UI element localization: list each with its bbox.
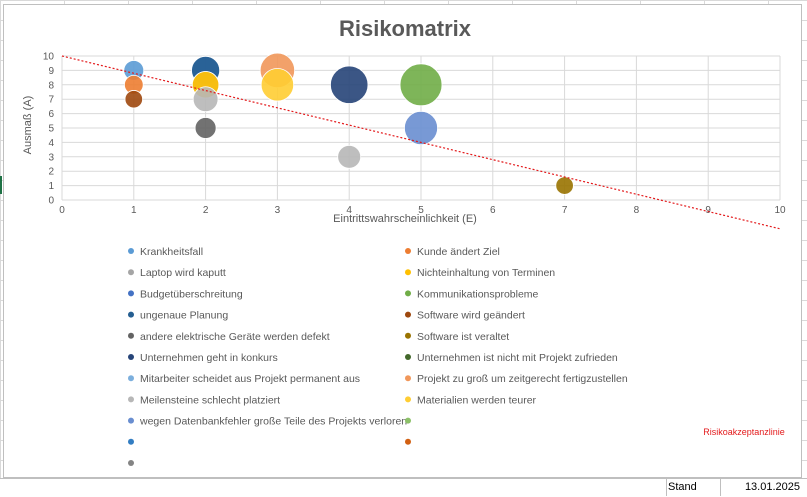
legend-marker [128, 417, 134, 424]
legend-marker [405, 396, 411, 403]
axis-ticks: 0 1 2 3 4 5 6 7 8 9 10 0 1 2 3 4 5 6 7 8 9 10 [43, 52, 786, 217]
legend-marker [405, 290, 411, 297]
legend-entry: Mitarbeiter scheidet aus Projekt permane… [140, 373, 360, 385]
bubble-layer [123, 52, 574, 195]
legend-entry: Budgetüberschreitung [140, 288, 243, 300]
y-tick-label: 3 [48, 152, 54, 163]
bubble-point [399, 63, 443, 107]
y-tick-label: 7 [48, 95, 54, 106]
legend-marker [405, 332, 411, 339]
legend-marker [128, 332, 134, 339]
legend-entry: Software wird geändert [417, 310, 525, 322]
legend-marker [128, 438, 134, 445]
stand-date: 13.01.2025 [744, 481, 800, 493]
cell-divider [666, 478, 667, 496]
y-tick-label: 4 [48, 138, 54, 149]
legend-entry: Software ist veraltet [417, 331, 509, 343]
chart-title: Risikomatrix [339, 16, 472, 41]
legend-entry: Krankheitsfall [140, 246, 203, 258]
reference-line-label: Risikoakzeptanzlinie [703, 427, 785, 437]
legend-marker [128, 269, 134, 276]
status-row [0, 478, 807, 497]
bubble-point [330, 65, 369, 104]
legend-entry: Kommunikationsprobleme [417, 288, 539, 300]
legend-marker [405, 311, 411, 318]
x-tick-label: 5 [418, 205, 424, 216]
legend-entry: Kunde ändert Ziel [417, 246, 500, 258]
reference-line-layer [61, 55, 781, 230]
row-selection-marker [0, 176, 2, 194]
x-tick-label: 8 [634, 205, 640, 216]
legend-entry: Meilensteine schlecht platziert [140, 394, 280, 406]
bubble-point [124, 90, 143, 109]
cell-divider [720, 478, 721, 496]
y-tick-label: 1 [48, 181, 54, 192]
legend-entry: Unternehmen geht in konkurs [140, 352, 278, 364]
bubble-point [194, 117, 217, 139]
y-axis-label: Ausmaß (A) [22, 96, 34, 155]
legend-marker [128, 354, 134, 360]
bubble-point [403, 111, 438, 146]
x-tick-label: 9 [705, 205, 711, 216]
legend-entry: wegen Datenbankfehler große Teile des Pr… [139, 416, 407, 428]
legend-marker [128, 375, 134, 382]
legend-entry: Nichteinhaltung von Terminen [417, 267, 555, 279]
legend-marker [128, 460, 134, 466]
legend-marker [405, 375, 411, 382]
legend-entry: Projekt zu groß um zeitgerecht fertigzus… [417, 373, 628, 385]
legend-marker [405, 269, 411, 276]
stand-label: Stand [668, 481, 697, 493]
bubble-point [555, 176, 574, 195]
legend-marker [405, 417, 411, 424]
legend-marker [128, 290, 134, 297]
y-tick-label: 8 [48, 80, 54, 91]
chart-frame[interactable]: Risikomatrix 0 1 2 3 4 5 6 7 8 9 10 0 1 2 3 4 5 6 7 8 9 10 Ei… [3, 4, 802, 478]
y-tick-label: 5 [48, 124, 54, 135]
y-tick-label: 10 [43, 52, 55, 63]
legend-marker [405, 354, 411, 360]
risk-matrix-chart: Risikomatrix 0 1 2 3 4 5 6 7 8 9 10 0 1 2 3 4 5 6 7 8 9 10 Ei… [22, 16, 786, 466]
x-tick-label: 10 [774, 205, 786, 216]
legend-entry: ungenaue Planung [140, 310, 228, 322]
bubble-point [192, 86, 219, 113]
x-tick-label: 4 [346, 205, 352, 216]
y-tick-label: 9 [48, 66, 54, 77]
x-tick-label: 6 [490, 205, 496, 216]
legend-marker [128, 248, 134, 254]
risk-acceptance-line [61, 55, 781, 230]
legend-entry: Laptop wird kaputt [140, 267, 226, 279]
legend-entry: Unternehmen ist nicht mit Projekt zufrie… [417, 352, 618, 364]
x-tick-label: 7 [562, 205, 568, 216]
y-tick-label: 2 [48, 167, 54, 178]
legend-entry: Materialien werden teurer [417, 394, 537, 406]
legend-marker [128, 396, 134, 403]
x-axis-label: Eintrittswahrscheinlichkeit (E) [333, 213, 477, 225]
x-tick-label: 2 [203, 205, 209, 216]
y-tick-label: 0 [48, 196, 54, 207]
legend-entry: andere elektrische Geräte werden defekt [140, 331, 330, 343]
x-tick-label: 1 [131, 205, 137, 216]
x-tick-label: 0 [59, 205, 65, 216]
x-tick-label: 3 [275, 205, 281, 216]
legend-marker [405, 438, 411, 445]
legend-marker [128, 311, 134, 318]
bubble-point [337, 144, 362, 169]
bubble-point [260, 68, 295, 102]
legend-marker [405, 248, 411, 254]
y-tick-label: 6 [48, 109, 54, 120]
legend: Krankheitsfall Kunde ändert Ziel Laptop wi… [128, 246, 628, 466]
